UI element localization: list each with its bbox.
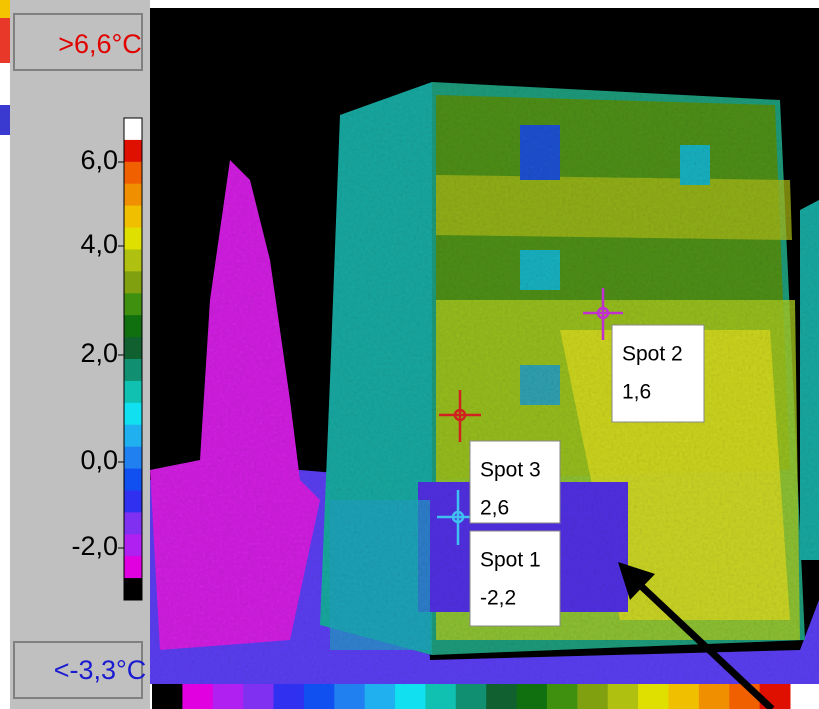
spot-value: 1,6 [622, 381, 651, 404]
tick-label: -2,0 [71, 531, 118, 561]
color-swatch [124, 578, 142, 600]
color-swatch [577, 684, 608, 709]
corner-block [0, 105, 10, 135]
tick-label: 0,0 [80, 445, 118, 475]
color-swatch [124, 469, 142, 491]
color-swatch [699, 684, 730, 709]
corner-block [0, 0, 10, 18]
color-swatch [334, 684, 365, 709]
spot-label: Spot 3 [480, 459, 541, 482]
color-swatch [365, 684, 396, 709]
color-swatch [608, 684, 639, 709]
spot-label: Spot 1 [480, 549, 541, 572]
color-swatch [517, 684, 548, 709]
color-swatch [638, 684, 669, 709]
color-swatch [124, 315, 142, 337]
max-label: >6,6°C [58, 29, 142, 59]
color-swatch [124, 447, 142, 469]
color-swatch [124, 293, 142, 315]
color-swatch [124, 118, 142, 140]
color-swatch [124, 337, 142, 359]
color-bar [124, 118, 142, 601]
spot-label: Spot 2 [622, 343, 683, 366]
color-swatch [668, 684, 699, 709]
tick-label: 4,0 [80, 229, 118, 259]
color-swatch [124, 271, 142, 293]
thermal-screenshot: >6,6°C <-3,3°C 6,0 4,0 2,0 0,0 -2,0 Spot 2 1,… [0, 0, 819, 709]
color-swatch [213, 684, 244, 709]
color-swatch [486, 684, 517, 709]
spot-value: 2,6 [480, 497, 509, 520]
color-swatch [124, 228, 142, 250]
color-swatch [274, 684, 305, 709]
color-swatch [124, 184, 142, 206]
color-swatch [304, 684, 335, 709]
spot-value: -2,2 [480, 587, 516, 610]
color-swatch [395, 684, 426, 709]
corner-block [0, 18, 10, 63]
color-swatch [425, 684, 456, 709]
tick-label: 6,0 [80, 145, 118, 175]
tick-label: 2,0 [80, 338, 118, 368]
min-label: <-3,3°C [54, 655, 147, 685]
color-swatch [243, 684, 274, 709]
color-swatch [182, 684, 213, 709]
color-swatch [456, 684, 487, 709]
color-swatch [124, 534, 142, 556]
spot-box [612, 325, 704, 422]
color-swatch [547, 684, 578, 709]
color-swatch [124, 206, 142, 228]
color-swatch [124, 425, 142, 447]
color-swatch [124, 381, 142, 403]
color-swatch [124, 162, 142, 184]
color-swatch [124, 512, 142, 534]
color-swatch [124, 359, 142, 381]
color-swatch [152, 684, 183, 709]
spot-box [470, 531, 560, 626]
color-swatch [124, 249, 142, 271]
bottom-color-strip [152, 684, 791, 709]
color-swatch [124, 140, 142, 162]
color-swatch [124, 403, 142, 425]
color-swatch [124, 556, 142, 578]
color-swatch [124, 490, 142, 512]
